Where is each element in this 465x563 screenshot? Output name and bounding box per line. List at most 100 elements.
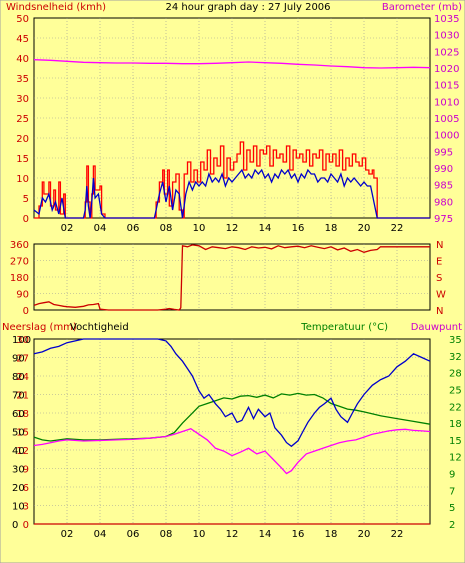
x-tick-label: 12 [226,223,239,234]
x-tick-label: 08 [160,223,173,234]
dewpoint-line [33,427,431,475]
right-tick-label: 975 [434,214,453,225]
rain-axis-title: Neerslag (mm) [2,322,77,333]
temperature-tick-label: 9 [449,470,455,481]
right-tick-label: 1020 [434,64,459,75]
left-tick-label: 15 [16,428,29,439]
left-tick-label: 10 [16,174,29,185]
left-tick-label: 45 [16,34,29,45]
right-tick-label: 1025 [434,47,459,58]
left-tick-label: 5 [23,194,29,205]
temperature-tick-label: 7 [449,486,455,497]
x-tick-label: 20 [358,529,371,540]
left-tick-label: 24 [16,372,29,383]
temperature-tick-label: 2 [449,520,455,531]
temperature-tick-label: 28 [449,369,462,380]
left-tick-label: 360 [10,240,29,251]
humidity-tick-label: 80 [12,372,25,383]
right-tick-label: 1010 [434,97,459,108]
right-tick-label: 1005 [434,114,459,125]
humidity-temperature-panel: 0369121518212427300102030405060708090100… [12,335,462,540]
left-tick-label: 180 [10,273,29,284]
left-tick-label: 35 [16,74,29,85]
humidity-tick-label: 40 [12,446,25,457]
left-tick-label: 0 [23,306,29,317]
humidity-tick-label: 30 [12,465,25,476]
humidity-tick-label: 60 [12,409,25,420]
x-tick-label: 06 [127,529,140,540]
left-tick-label: 30 [16,335,29,346]
temperature-tick-label: 12 [449,453,462,464]
humidity-tick-label: 90 [12,354,25,365]
x-tick-label: 02 [61,529,74,540]
right-tick-label: 985 [434,181,453,192]
wind-speed-axis-title: Windsnelheid (kmh) [6,2,106,13]
x-tick-label: 10 [193,223,206,234]
temperature-tick-label: 35 [449,335,462,346]
temperature-tick-label: 5 [449,503,455,514]
x-tick-label: 20 [358,223,371,234]
barometer-axis-title: Barometer (mb) [382,2,462,13]
x-tick-label: 14 [259,529,272,540]
temperature-tick-label: 18 [449,419,462,430]
left-tick-label: 0 [23,520,29,531]
wind-direction-line [33,244,430,311]
x-tick-label: 08 [160,529,173,540]
temperature-tick-label: 22 [449,402,462,413]
right-tick-label: 1035 [434,14,459,25]
barometer-line [33,59,431,69]
x-tick-label: 04 [94,529,107,540]
humidity-tick-label: 50 [12,428,25,439]
x-tick-label: 18 [325,223,338,234]
left-tick-label: 0 [23,214,29,225]
left-tick-label: 90 [16,290,29,301]
x-tick-label: 16 [292,529,305,540]
left-tick-label: 270 [10,257,29,268]
x-tick-label: 22 [391,529,404,540]
left-tick-label: 15 [16,154,29,165]
right-tick-label: N [436,240,443,251]
right-tick-label: S [436,273,442,284]
x-tick-label: 02 [61,223,74,234]
left-tick-label: 21 [16,391,29,402]
x-tick-label: 16 [292,223,305,234]
humidity-tick-label: 0 [12,520,18,531]
humidity-tick-label: 10 [12,502,25,513]
left-tick-label: 6 [23,483,29,494]
humidity-tick-label: 70 [12,391,25,402]
x-tick-label: 18 [325,529,338,540]
left-tick-label: 30 [16,94,29,105]
x-tick-label: 14 [259,223,272,234]
right-tick-label: 980 [434,197,453,208]
left-tick-label: 40 [16,54,29,65]
right-tick-label: 1015 [434,81,459,92]
humidity-line [33,338,431,448]
temperature-tick-label: 32 [449,352,462,363]
left-tick-label: 9 [23,465,29,476]
right-tick-label: 990 [434,164,453,175]
humidity-tick-label: 100 [12,335,31,346]
x-tick-label: 22 [391,223,404,234]
temperature-axis-title: Temperatuur (°C) [300,322,388,333]
left-tick-label: 3 [23,502,29,513]
right-tick-label: 995 [434,147,453,158]
temperature-tick-label: 15 [449,436,462,447]
x-tick-label: 10 [193,529,206,540]
x-tick-label: 06 [127,223,140,234]
wind-barometer-panel: 0510152025303540455097598098599099510001… [16,14,459,234]
left-tick-label: 12 [16,446,29,457]
dewpoint-axis-title: Dauwpunt [411,322,462,333]
left-tick-label: 27 [16,354,29,365]
humidity-axis-title: Vochtigheid [70,322,129,333]
x-tick-label: 12 [226,529,239,540]
left-tick-label: 20 [16,134,29,145]
temperature-tick-label: 25 [449,385,462,396]
right-tick-label: W [436,290,446,301]
left-tick-label: 18 [16,409,29,420]
wind-average-line [33,168,430,219]
x-tick-label: 04 [94,223,107,234]
right-tick-label: 1000 [434,131,459,142]
chart-title: 24 hour graph day : 27 July 2006 [165,2,330,13]
